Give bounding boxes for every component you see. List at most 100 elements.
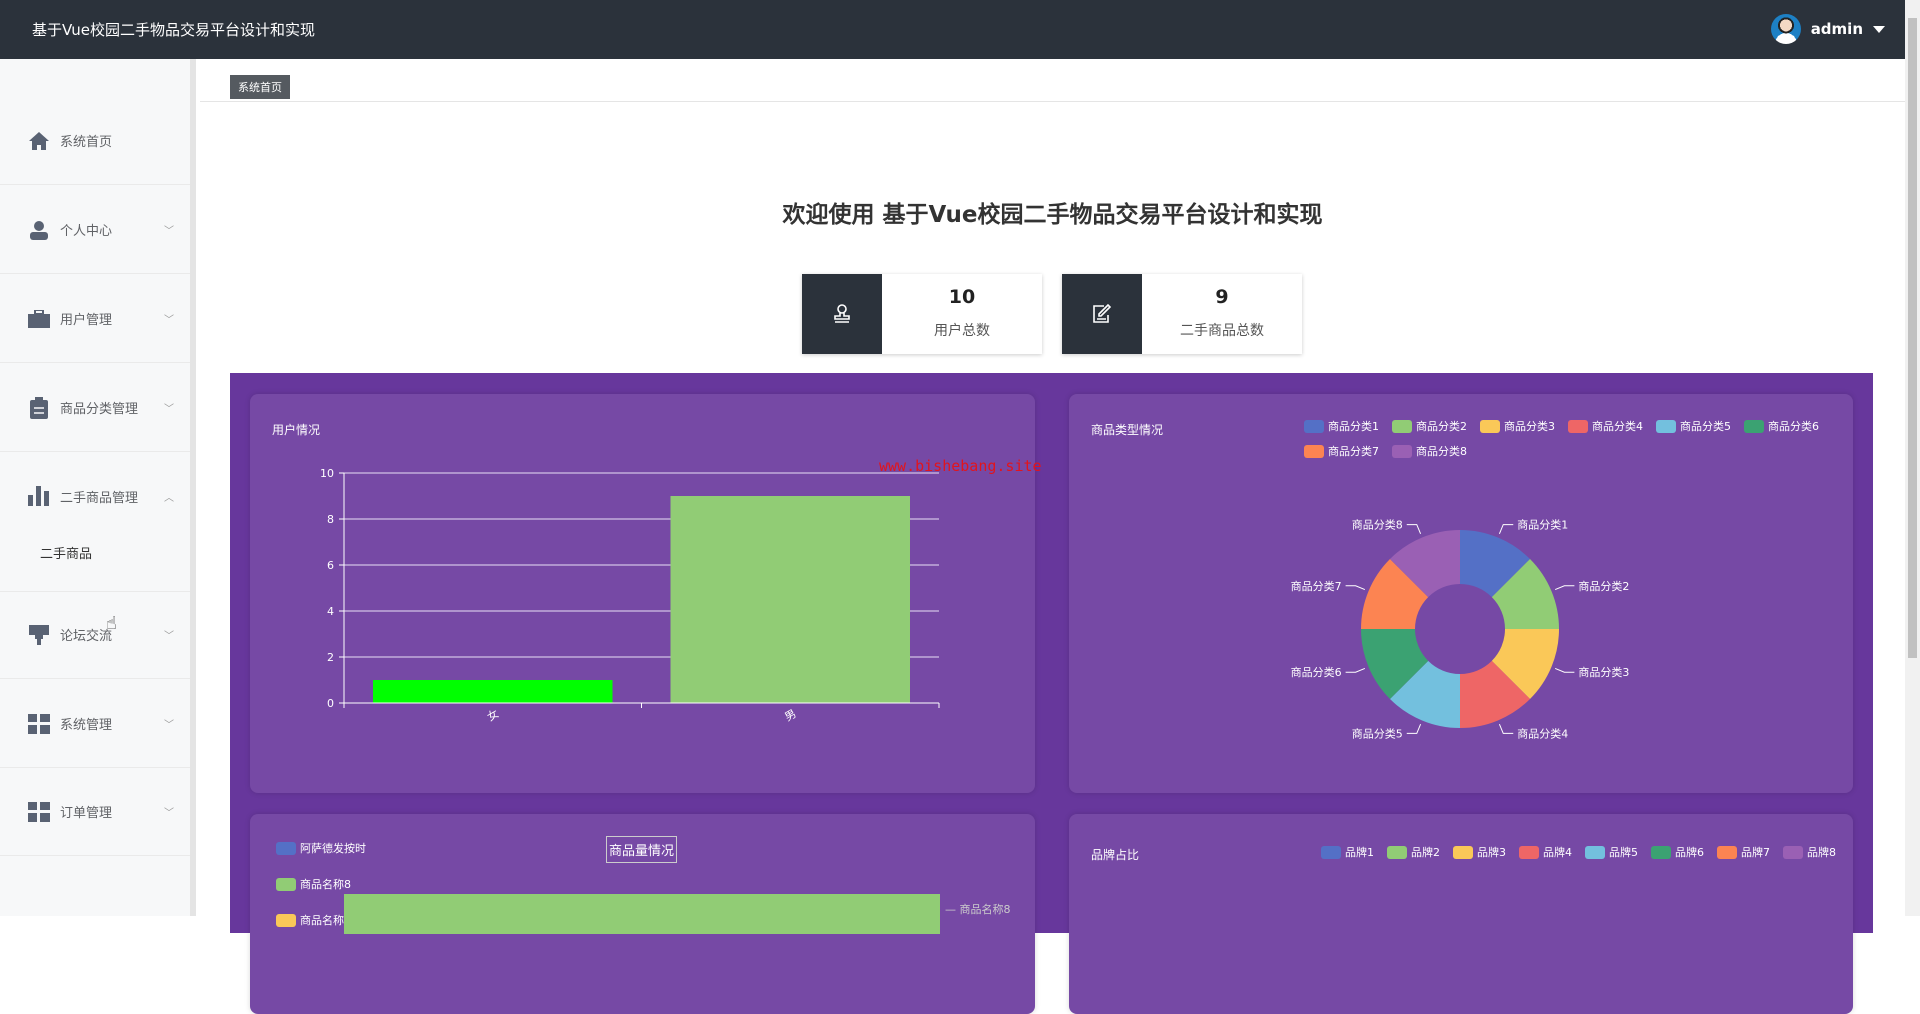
sidebar-item-label: 商品分类管理 bbox=[60, 402, 139, 417]
donut-slice-8[interactable] bbox=[1389, 530, 1460, 598]
stat-value: 10 bbox=[948, 286, 976, 308]
legend-item[interactable]: 品牌6 bbox=[1651, 844, 1704, 860]
legend-label: 品牌6 bbox=[1675, 846, 1704, 859]
legend-item[interactable]: 品牌1 bbox=[1321, 844, 1374, 860]
divider bbox=[0, 591, 190, 592]
legend-swatch bbox=[1568, 419, 1588, 433]
y-tick-label: 0 bbox=[327, 697, 334, 710]
donut-slice-4[interactable] bbox=[1460, 660, 1531, 728]
legend-item[interactable]: 商品分类2 bbox=[1392, 418, 1467, 434]
label-line bbox=[1345, 667, 1366, 673]
stat-label: 二手商品总数 bbox=[1180, 323, 1264, 339]
legend-item[interactable]: 品牌3 bbox=[1453, 844, 1506, 860]
legend-item[interactable]: 商品分类7 bbox=[1304, 443, 1379, 459]
stat-value: 9 bbox=[1215, 286, 1229, 308]
legend-label: 品牌8 bbox=[1807, 846, 1836, 859]
legend-item[interactable]: 商品分类6 bbox=[1744, 418, 1819, 434]
bar-1[interactable] bbox=[373, 680, 613, 703]
chevron-down-icon: ﹀ bbox=[164, 631, 174, 642]
sidebar-item-5[interactable]: 二手商品管理 ︿ bbox=[0, 452, 190, 540]
legend-item[interactable]: 商品分类1 bbox=[1304, 418, 1379, 434]
legend-swatch bbox=[1783, 845, 1803, 859]
legend-item[interactable]: 品牌5 bbox=[1585, 844, 1638, 860]
legend-label: 商品分类5 bbox=[1680, 420, 1731, 433]
x-tick-label: 男 bbox=[782, 707, 798, 724]
legend-label: 品牌2 bbox=[1411, 846, 1440, 859]
legend-label: 品牌7 bbox=[1741, 846, 1770, 859]
legend-label: 品牌5 bbox=[1609, 846, 1638, 859]
legend-item[interactable]: 品牌8 bbox=[1783, 844, 1836, 860]
edit-icon bbox=[1062, 274, 1142, 354]
goods-chart-panel: 阿萨德发按时 商品名称8 商品名称7 商品量情况 — 商品名称8 bbox=[250, 814, 1035, 1014]
legend-label: 商品名称8 bbox=[300, 878, 351, 891]
sidebar-item-label: 系统管理 bbox=[60, 718, 113, 733]
legend-item[interactable]: 品牌2 bbox=[1387, 844, 1440, 860]
legend-swatch bbox=[1453, 845, 1473, 859]
legend-swatch bbox=[1321, 845, 1341, 859]
divider bbox=[200, 101, 1905, 102]
legend-item[interactable]: 商品分类4 bbox=[1568, 418, 1643, 434]
legend-label: 商品分类1 bbox=[1328, 420, 1379, 433]
legend-label: 商品分类2 bbox=[1416, 420, 1467, 433]
donut-slice-7[interactable] bbox=[1361, 558, 1429, 629]
sidebar-item-4[interactable]: 商品分类管理 ﹀ bbox=[0, 364, 190, 452]
donut-slice-3[interactable] bbox=[1491, 629, 1559, 700]
scrollbar-thumb[interactable] bbox=[1908, 18, 1917, 658]
brush-icon bbox=[28, 624, 50, 645]
breadcrumb-tag[interactable]: 系统首页 bbox=[230, 75, 290, 99]
legend-swatch bbox=[1480, 419, 1500, 433]
chevron-down-icon: ﹀ bbox=[164, 315, 174, 326]
stamp-icon bbox=[802, 274, 882, 354]
page-scrollbar[interactable] bbox=[1905, 0, 1920, 916]
slice-label: 商品分类8 bbox=[1352, 518, 1403, 532]
legend-swatch bbox=[1585, 845, 1605, 859]
y-tick-label: 4 bbox=[327, 605, 334, 618]
sidebar-subitem-secondhand-goods[interactable]: 二手商品 bbox=[40, 547, 93, 562]
legend-swatch bbox=[1304, 444, 1324, 458]
legend-item[interactable]: 商品分类3 bbox=[1480, 418, 1555, 434]
label-line bbox=[1554, 585, 1575, 591]
donut-slice-6[interactable] bbox=[1361, 629, 1429, 700]
legend-item[interactable]: 品牌4 bbox=[1519, 844, 1572, 860]
label-line bbox=[1498, 524, 1514, 535]
legend-item[interactable]: 品牌7 bbox=[1717, 844, 1770, 860]
chevron-down-icon: ﹀ bbox=[164, 226, 174, 237]
sidebar-item-2[interactable]: 个人中心 ﹀ bbox=[0, 186, 190, 274]
user-menu[interactable]: admin bbox=[1770, 14, 1885, 44]
legend-item[interactable]: 商品名称8 bbox=[276, 876, 426, 892]
hand-cursor-icon: ☝ bbox=[106, 613, 117, 634]
legend-swatch bbox=[276, 841, 296, 855]
stat-card-users: 10 用户总数 bbox=[802, 274, 1042, 354]
legend-swatch bbox=[1392, 419, 1412, 433]
sidebar-item-label: 个人中心 bbox=[60, 224, 113, 239]
slice-label: 商品分类4 bbox=[1517, 726, 1568, 740]
sidebar-item-6[interactable]: 论坛交流 ﹀ bbox=[0, 591, 190, 679]
y-tick-label: 2 bbox=[327, 651, 334, 664]
grid-icon bbox=[28, 801, 50, 822]
donut-slice-1[interactable] bbox=[1460, 530, 1531, 598]
bar-2[interactable] bbox=[670, 496, 911, 703]
chart-title: 品牌占比 bbox=[1091, 848, 1140, 862]
legend-swatch bbox=[1304, 419, 1324, 433]
sidebar-item-label: 系统首页 bbox=[60, 135, 113, 150]
legend-item[interactable]: 商品分类5 bbox=[1656, 418, 1731, 434]
bar-label-text: 商品名称8 bbox=[959, 903, 1011, 916]
sidebar-item-1[interactable]: 系统首页 bbox=[0, 97, 190, 185]
legend-label: 商品分类6 bbox=[1768, 420, 1819, 433]
brand-chart-panel: 品牌占比 品牌1 品牌2 品牌3 品牌4 品牌5 品牌6 品牌7 品牌8 bbox=[1069, 814, 1853, 1014]
legend-label: 商品分类3 bbox=[1504, 420, 1555, 433]
sidebar-item-3[interactable]: 用户管理 ﹀ bbox=[0, 275, 190, 363]
legend-item[interactable]: 商品分类8 bbox=[1392, 443, 1467, 459]
sidebar-item-7[interactable]: 系统管理 ﹀ bbox=[0, 680, 190, 768]
legend-label: 商品分类7 bbox=[1328, 445, 1379, 458]
legend-label: 阿萨德发按时 bbox=[300, 842, 366, 855]
avatar bbox=[1770, 14, 1801, 44]
legend-swatch bbox=[1387, 845, 1407, 859]
slice-label: 商品分类5 bbox=[1352, 726, 1403, 740]
legend-item[interactable]: 阿萨德发按时 bbox=[276, 840, 426, 856]
chart-title: 商品量情况 bbox=[606, 836, 678, 863]
sidebar-item-8[interactable]: 订单管理 ﹀ bbox=[0, 768, 190, 856]
donut-slice-2[interactable] bbox=[1491, 558, 1559, 629]
donut-slice-5[interactable] bbox=[1389, 660, 1460, 728]
label-line bbox=[1406, 723, 1422, 734]
